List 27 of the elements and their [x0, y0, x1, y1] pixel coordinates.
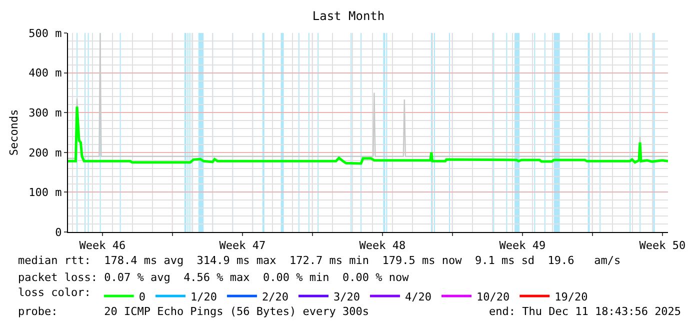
text: packet loss: 0.07 % avg 4.56 % max 0.00 % min 0.00 % now: [18, 271, 410, 284]
legend-label: 19/20: [554, 290, 588, 304]
legend-label: 1/20: [190, 290, 217, 304]
legend-title: loss color:: [18, 286, 91, 299]
text: probe: 20 ICMP Echo Pings (56 Bytes) every 300s: [18, 305, 369, 318]
line-series: [68, 105, 668, 165]
line-series: [68, 33, 668, 159]
y-tick-label: 200 m: [28, 146, 62, 160]
legend-label: 10/20: [476, 290, 510, 304]
text: end: Thu Dec 11 18:43:56 2025: [489, 305, 682, 318]
x-tick-label: Week 47: [219, 239, 266, 252]
y-tick-label: 300 m: [28, 106, 62, 120]
y-tick-label: 100 m: [28, 186, 62, 200]
x-tick-label: Week 46: [79, 239, 126, 252]
y-tick-label: 400 m: [28, 66, 62, 80]
chart-title: Last Month: [312, 9, 385, 24]
text: median rtt: 178.4 ms avg 314.9 ms max 172.7 ms min 179.5 ms now 9.1 ms sd 19.6 am/s: [18, 254, 621, 267]
x-tick-label: Week 49: [499, 239, 546, 252]
legend-label: 0: [138, 290, 146, 304]
y-axis-title: Seconds: [7, 109, 20, 156]
legend-label: 4/20: [404, 290, 432, 304]
x-tick-label: Week 50: [639, 239, 686, 252]
x-tick-label: Week 48: [359, 239, 406, 252]
legend-label: 3/20: [333, 290, 360, 304]
y-tick-label: 500 m: [28, 26, 62, 40]
y-tick-label: 0: [55, 226, 62, 239]
legend-label: 2/20: [262, 290, 288, 304]
